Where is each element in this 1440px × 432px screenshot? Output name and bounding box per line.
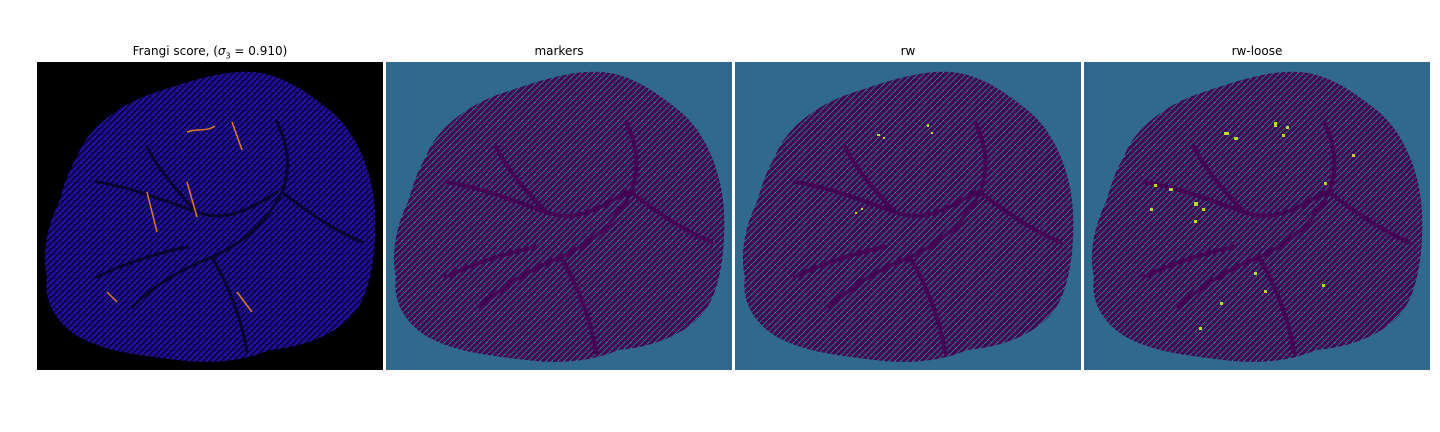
frangi-title-suffix: = 0.910)	[230, 44, 288, 58]
vessel-network	[95, 120, 364, 354]
frangi-score-image	[37, 62, 383, 370]
frangi-score-svg	[37, 62, 383, 370]
markers-panel-title: markers	[534, 44, 584, 58]
rw-loose-svg	[1084, 62, 1430, 370]
frangi-title-prefix: Frangi score, (	[132, 44, 218, 58]
rw-segmented-points	[855, 124, 933, 214]
frangi-title-subscript: 3	[225, 51, 231, 61]
markers-svg	[386, 62, 732, 370]
rw-image	[735, 62, 1081, 370]
vessel-network	[444, 120, 713, 354]
rw-svg	[735, 62, 1081, 370]
rw-loose-segmented-points	[1150, 122, 1355, 330]
rw-panel-title: rw	[900, 44, 916, 58]
rw-loose-image	[1084, 62, 1430, 370]
frangi-panel-title: Frangi score, (σ3 = 0.910)	[37, 44, 383, 61]
vessel-network	[1142, 120, 1411, 354]
vessel-network	[793, 120, 1062, 354]
frangi-title-sigma: σ	[217, 44, 226, 58]
rw-loose-panel-title: rw-loose	[1231, 44, 1283, 58]
markers-image	[386, 62, 732, 370]
frangi-highlights	[106, 121, 253, 313]
